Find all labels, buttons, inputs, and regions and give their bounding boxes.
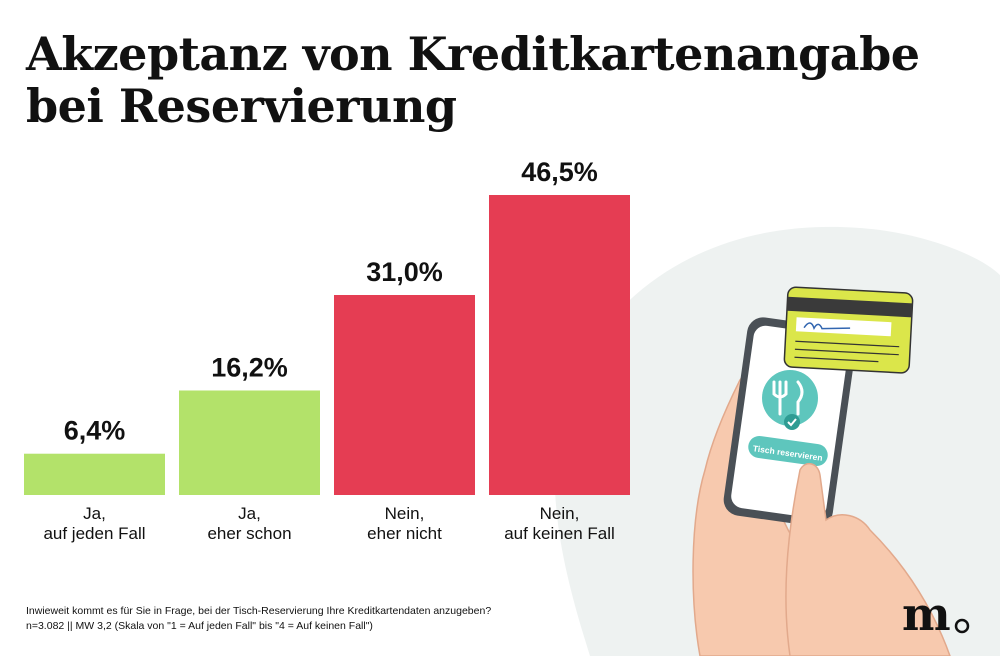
chart-title-line-1: Akzeptanz von Kreditkartenangabe	[26, 27, 920, 81]
survey-question: Inwieweit kommt es für Sie in Frage, bei…	[26, 605, 492, 617]
chart-title-line-2: bei Reservierung	[26, 79, 457, 133]
category-label-0-line-0: Ja,	[83, 504, 106, 523]
category-label-3-line-1: auf keinen Fall	[504, 524, 615, 543]
category-label-3-line-0: Nein,	[540, 504, 580, 523]
fork-knife-icon	[762, 370, 818, 426]
chart-title: Akzeptanz von Kreditkartenangabe bei Res…	[26, 28, 986, 132]
sample-info: n=3.082 || MW 3,2 (Skala von "1 = Auf je…	[26, 620, 373, 632]
bar-3	[489, 195, 630, 495]
footer-note: Inwieweit kommt es für Sie in Frage, bei…	[26, 604, 666, 634]
credit-card-icon	[783, 286, 914, 374]
category-label-0-line-1: auf jeden Fall	[43, 524, 145, 543]
bar-1	[179, 390, 320, 495]
bar-0	[24, 453, 165, 495]
check-icon	[784, 414, 800, 430]
reserve-table-button	[748, 435, 828, 467]
value-labels-group: 6,4% 16,2% 31,0% 46,5%	[64, 157, 598, 446]
logo-letter: m	[902, 592, 951, 640]
value-label-3: 46,5%	[521, 157, 598, 187]
category-label-1-line-0: Ja,	[238, 504, 261, 523]
logo-dot	[954, 618, 970, 634]
bar-2	[334, 295, 475, 495]
value-label-1: 16,2%	[211, 352, 288, 382]
category-label-2-line-0: Nein,	[385, 504, 425, 523]
pointing-hand-icon	[785, 463, 951, 656]
value-label-0: 6,4%	[64, 416, 126, 446]
value-label-2: 31,0%	[366, 257, 443, 287]
category-label-2-line-1: eher nicht	[367, 524, 442, 543]
bars-group	[24, 195, 630, 495]
brand-logo: m	[902, 592, 970, 640]
category-label-1-line-1: eher schon	[207, 524, 291, 543]
illustration: Tisch reservieren	[554, 226, 1000, 656]
